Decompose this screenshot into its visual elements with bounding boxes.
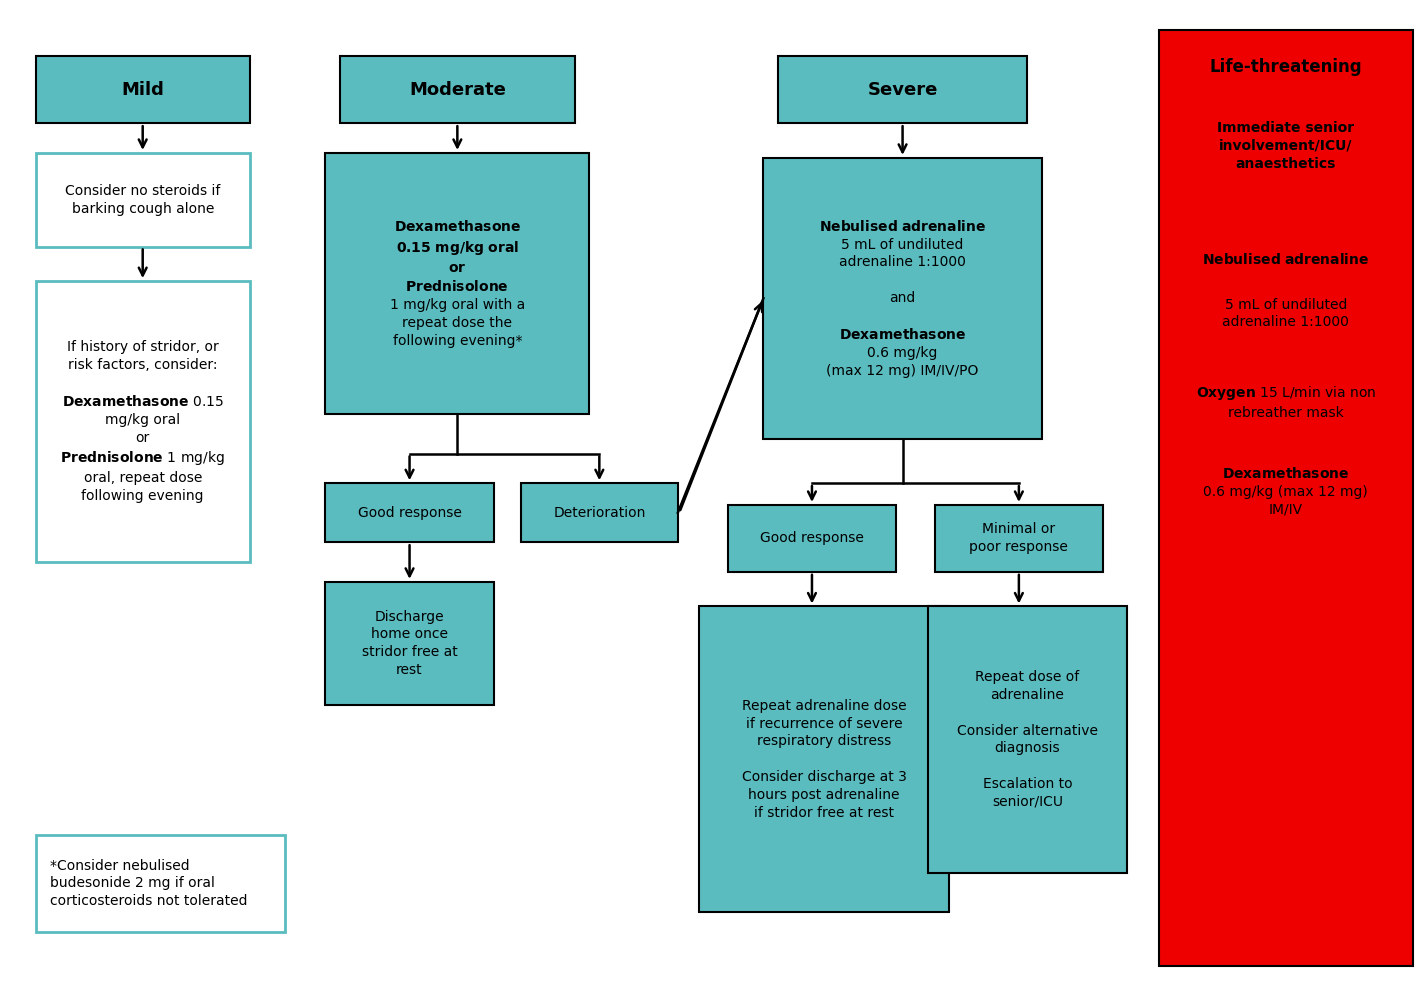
Text: $\mathbf{Oxygen}$ 15 L/min via non
rebreather mask: $\mathbf{Oxygen}$ 15 L/min via non rebre…	[1196, 385, 1376, 420]
Text: Repeat dose of
adrenaline

Consider alternative
diagnosis

Escalation to
senior/: Repeat dose of adrenaline Consider alter…	[958, 670, 1097, 809]
Text: Mild: Mild	[121, 81, 164, 99]
Text: Immediate senior
involvement/ICU/
anaesthetics: Immediate senior involvement/ICU/ anaest…	[1217, 121, 1354, 171]
FancyBboxPatch shape	[928, 606, 1127, 873]
FancyBboxPatch shape	[325, 582, 494, 705]
Text: $\mathbf{Dexamethasone}$
$\mathbf{0.15\ mg/kg\ oral}$
$\mathbf{or}$
$\mathbf{Pre: $\mathbf{Dexamethasone}$ $\mathbf{0.15\ …	[390, 220, 525, 347]
Text: Good response: Good response	[358, 506, 461, 520]
FancyBboxPatch shape	[36, 153, 250, 246]
Text: Discharge
home once
stridor free at
rest: Discharge home once stridor free at rest	[361, 609, 458, 677]
FancyBboxPatch shape	[935, 505, 1103, 572]
Text: Minimal or
poor response: Minimal or poor response	[969, 523, 1069, 554]
FancyBboxPatch shape	[340, 56, 575, 123]
FancyBboxPatch shape	[778, 56, 1027, 123]
FancyBboxPatch shape	[36, 281, 250, 562]
FancyBboxPatch shape	[1159, 30, 1413, 966]
Text: Severe: Severe	[868, 81, 938, 99]
FancyBboxPatch shape	[763, 158, 1042, 439]
Text: Repeat adrenaline dose
if recurrence of severe
respiratory distress

Consider di: Repeat adrenaline dose if recurrence of …	[742, 699, 906, 819]
FancyBboxPatch shape	[521, 483, 678, 542]
Text: $\mathbf{Dexamethasone}$
0.6 mg/kg (max 12 mg)
IM/IV: $\mathbf{Dexamethasone}$ 0.6 mg/kg (max …	[1203, 465, 1368, 517]
Text: *Consider nebulised
budesonide 2 mg if oral
corticosteroids not tolerated: *Consider nebulised budesonide 2 mg if o…	[50, 859, 247, 908]
Text: 5 mL of undiluted
adrenaline 1:1000: 5 mL of undiluted adrenaline 1:1000	[1223, 298, 1349, 329]
Text: Life-threatening: Life-threatening	[1210, 58, 1361, 76]
Text: Moderate: Moderate	[410, 81, 505, 99]
Text: If history of stridor, or
risk factors, consider:

$\mathbf{Dexamethasone}$ 0.15: If history of stridor, or risk factors, …	[60, 340, 225, 503]
FancyBboxPatch shape	[699, 606, 949, 912]
FancyBboxPatch shape	[728, 505, 896, 572]
Text: Deterioration: Deterioration	[554, 506, 645, 520]
Text: Consider no steroids if
barking cough alone: Consider no steroids if barking cough al…	[66, 183, 220, 216]
Text: $\mathbf{Nebulised\ adrenaline}$: $\mathbf{Nebulised\ adrenaline}$	[1202, 251, 1370, 267]
FancyBboxPatch shape	[36, 835, 285, 932]
FancyBboxPatch shape	[36, 56, 250, 123]
FancyBboxPatch shape	[325, 483, 494, 542]
FancyBboxPatch shape	[325, 153, 589, 414]
Text: $\mathbf{Nebulised\ adrenaline}$
5 mL of undiluted
adrenaline 1:1000

and

$\mat: $\mathbf{Nebulised\ adrenaline}$ 5 mL of…	[819, 219, 986, 378]
Text: Good response: Good response	[761, 531, 863, 545]
